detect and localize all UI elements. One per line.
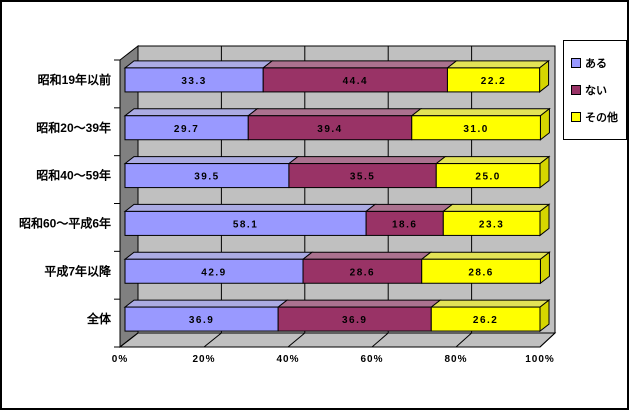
- bar-segment: [421, 258, 541, 284]
- bar-top: [123, 108, 259, 117]
- value-label: 36.9: [189, 315, 214, 326]
- bar-segment: [277, 306, 432, 332]
- bar-top: [445, 60, 551, 69]
- legend-label-sonota: その他: [585, 112, 618, 124]
- bar-top: [429, 299, 551, 308]
- value-label: 18.6: [392, 219, 417, 230]
- value-label: 29.7: [174, 124, 199, 135]
- legend-item-sonota: その他: [571, 109, 624, 125]
- bar-top: [246, 108, 423, 117]
- category-label: 昭和40〜59年: [36, 168, 111, 183]
- legend-label-aru: ある: [585, 58, 607, 70]
- bar-top: [123, 299, 289, 308]
- legend-swatch-nai: [571, 85, 581, 95]
- x-axis-label: 40%: [276, 354, 299, 365]
- bar-top: [420, 251, 551, 260]
- value-label: 44.4: [343, 76, 368, 87]
- value-label: 22.2: [481, 76, 506, 87]
- value-label: 35.5: [350, 172, 375, 183]
- value-label: 28.6: [468, 267, 493, 278]
- bar-top: [123, 203, 377, 212]
- value-label: 39.4: [317, 124, 342, 135]
- bar-top: [434, 156, 551, 165]
- bars: 33.3 44.4 22.2 昭和19年以前 29.7 39.4 31.0 昭和20〜39年 3…: [19, 59, 551, 333]
- x-ticks: [119, 332, 556, 348]
- category-label: 昭和60〜平成6年: [19, 215, 111, 230]
- legend-label-nai: ない: [585, 85, 607, 97]
- value-label: 33.3: [181, 76, 206, 87]
- value-label: 42.9: [201, 267, 226, 278]
- bar-segment: [442, 210, 541, 236]
- bar-segment: [124, 115, 249, 141]
- bar-top: [123, 251, 314, 260]
- category-label: 昭和20〜39年: [36, 120, 111, 135]
- x-axis-label: 100%: [525, 354, 555, 365]
- bar-segment: [302, 258, 423, 284]
- floor: [118, 332, 557, 348]
- bar-segment: [262, 67, 448, 93]
- bar-top: [287, 156, 447, 165]
- value-label: 23.3: [479, 219, 504, 230]
- x-axis-label: 0%: [112, 354, 128, 365]
- bar-top: [261, 60, 458, 69]
- value-label: 36.9: [342, 315, 367, 326]
- bar-segment: [124, 306, 279, 332]
- value-label: 28.6: [350, 267, 375, 278]
- bar-segment: [247, 115, 413, 141]
- value-label: 25.0: [475, 172, 500, 183]
- bar-segment: [435, 163, 541, 189]
- legend-swatch-sonota: [571, 112, 581, 122]
- bar-segment: [446, 67, 541, 93]
- category-label: 全体: [86, 311, 112, 326]
- bar-top: [441, 203, 551, 212]
- bar-segment: [365, 210, 444, 236]
- value-label: 26.2: [473, 315, 498, 326]
- y-ticks: [114, 59, 120, 348]
- x-axis-label: 20%: [192, 354, 215, 365]
- bar-segment: [124, 163, 290, 189]
- legend: ある ない その他: [563, 40, 627, 140]
- legend-item-aru: ある: [571, 55, 624, 71]
- category-label: 平成7年以降: [44, 263, 112, 278]
- bar-segment: [430, 306, 541, 332]
- legend-swatch-aru: [571, 58, 581, 68]
- value-label: 39.5: [194, 172, 219, 183]
- value-label: 31.0: [463, 124, 488, 135]
- bar-top: [301, 251, 433, 260]
- category-label: 昭和19年以前: [38, 72, 111, 87]
- value-label: 58.1: [233, 219, 258, 230]
- bar-top: [123, 60, 274, 69]
- legend-item-nai: ない: [571, 82, 624, 98]
- bar-segment: [124, 67, 264, 93]
- bar-top: [364, 203, 454, 212]
- x-axis-label: 60%: [360, 354, 383, 365]
- bar-top: [410, 108, 551, 117]
- x-axis-label: 80%: [444, 354, 467, 365]
- x-axis-labels: 0% 20% 40% 60% 80% 100%: [112, 354, 555, 365]
- bar-top: [123, 156, 300, 165]
- bar-segment: [124, 210, 367, 236]
- back-wall: [137, 45, 556, 334]
- bar-top: [276, 299, 442, 308]
- bar-segment: [411, 115, 541, 141]
